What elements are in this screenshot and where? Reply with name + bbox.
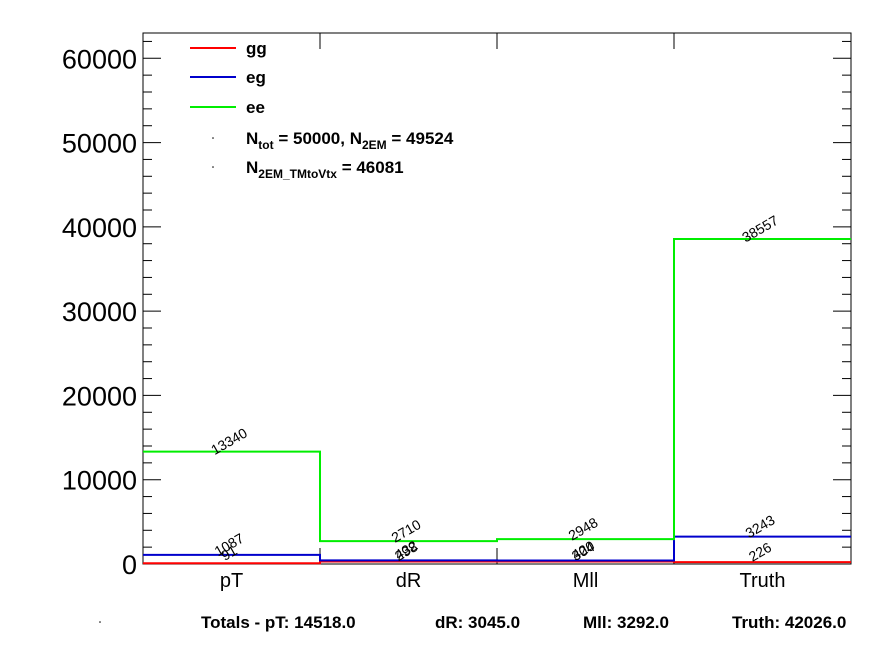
y-tick-label: 40000 (62, 213, 137, 243)
data-label-gg: 226 (746, 539, 774, 565)
totals-mll: Mll: 3292.0 (583, 613, 669, 632)
legend-marker-n2em-vtx (212, 166, 214, 168)
totals-pt: Totals - pT: 14518.0 (201, 613, 356, 632)
stats-n2em-vtx-value: = 46081 (337, 158, 404, 177)
category-label: dR (396, 570, 422, 592)
y-tick-label: 50000 (62, 129, 137, 159)
stats-ntot: Ntot = 50000, N2EM = 49524 (246, 129, 454, 152)
y-tick-labels: 0 10000 20000 30000 40000 50000 60000 (62, 44, 137, 580)
axes (142, 32, 852, 565)
legend-marker-ntot (212, 137, 214, 139)
stats-ntot-main: N (246, 129, 258, 148)
y-tick-label: 30000 (62, 297, 137, 327)
stats-n2em-vtx: N2EM_TMtoVtx = 46081 (246, 158, 404, 181)
stats-n2em-sub: 2EM (362, 138, 387, 152)
stats-ntot-sub: tot (258, 138, 273, 152)
stats-ntot-value: = 50000, N (274, 129, 362, 148)
legend-label-eg: eg (246, 68, 266, 87)
series-line-eg (143, 535, 851, 562)
y-tick-label: 10000 (62, 466, 137, 496)
data-label-gg: 91 (218, 542, 240, 564)
y-tick-label: 0 (122, 550, 137, 580)
data-label-ee: 13340 (208, 424, 250, 457)
category-label: Truth (740, 570, 786, 592)
y-tick-label: 20000 (62, 381, 137, 411)
data-label-ee: 38557 (739, 212, 781, 245)
y-tick-label: 60000 (62, 44, 137, 74)
series-line-ee (143, 238, 851, 543)
legend-label-ee: ee (246, 98, 265, 117)
totals-line: Totals - pT: 14518.0 dR: 3045.0 Mll: 329… (99, 613, 846, 632)
series-line-gg (143, 560, 851, 565)
legend: gg eg ee Ntot = 50000, N2EM = 49524 N2EM… (190, 39, 454, 181)
totals-dr: dR: 3045.0 (435, 613, 520, 632)
stats-n2em-vtx-main: N (246, 158, 258, 177)
totals-marker (99, 621, 101, 623)
stats-n2em-vtx-sub: 2EM_TMtoVtx (258, 167, 337, 181)
category-labels: pT dR Mll Truth (220, 570, 786, 592)
legend-label-gg: gg (246, 39, 267, 58)
series-lines (143, 238, 851, 565)
category-label: pT (220, 570, 243, 592)
stats-n2em-value: = 49524 (387, 129, 454, 148)
totals-truth: Truth: 42026.0 (732, 613, 846, 632)
category-label: Mll (573, 570, 599, 592)
